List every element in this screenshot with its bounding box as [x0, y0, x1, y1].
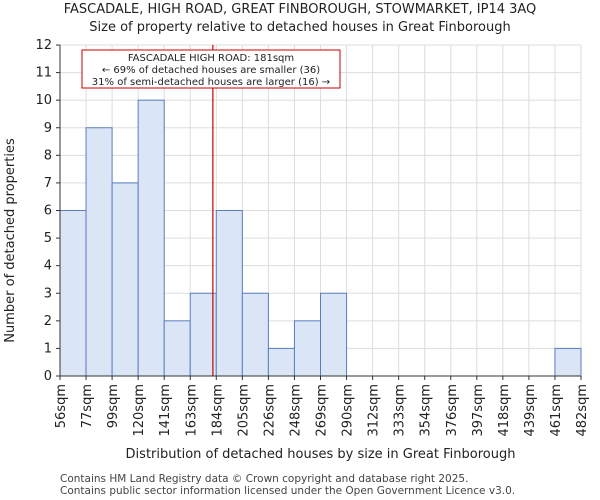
- y-tick-label: 7: [44, 176, 52, 191]
- x-tick-label: 269sqm: [315, 384, 330, 437]
- x-tick-label: 397sqm: [471, 384, 486, 437]
- histogram-bar: [320, 292, 348, 377]
- histogram-bar: [267, 347, 295, 377]
- x-tick-label: 56sqm: [54, 384, 69, 428]
- x-tick-label: 312sqm: [367, 384, 382, 437]
- annotation-box: [81, 49, 341, 89]
- histogram-bar: [293, 320, 322, 377]
- x-tick-label: 205sqm: [236, 384, 251, 437]
- annotation-line: 31% of semi-detached houses are larger (…: [92, 77, 330, 88]
- x-tick-label: 226sqm: [262, 384, 277, 437]
- histogram-bar: [111, 182, 139, 377]
- x-tick-label: 333sqm: [393, 384, 408, 437]
- y-tick-label: 1: [44, 341, 52, 356]
- histogram-bar: [241, 292, 269, 377]
- x-tick-label: 163sqm: [184, 384, 199, 437]
- footer-licence: Contains public sector information licen…: [60, 485, 516, 497]
- x-tick-label: 77sqm: [80, 384, 95, 428]
- y-tick-label: 12: [35, 38, 52, 53]
- x-tick-label: 354sqm: [419, 384, 434, 437]
- y-tick-label: 10: [35, 93, 52, 108]
- histogram-bar: [137, 99, 165, 377]
- footer-copyright: Contains HM Land Registry data © Crown c…: [60, 473, 469, 485]
- histogram-bar: [59, 210, 87, 377]
- y-tick-label: 9: [44, 121, 52, 136]
- histogram-bar: [189, 292, 217, 377]
- annotation-line: FASCADALE HIGH ROAD: 181sqm: [128, 53, 294, 64]
- x-tick-label: 141sqm: [158, 384, 173, 437]
- histogram-bar: [163, 320, 191, 377]
- histogram-bar: [215, 210, 243, 377]
- x-tick-label: 439sqm: [523, 384, 538, 437]
- histogram-bar: [85, 127, 113, 377]
- chart-title: FASCADALE, HIGH ROAD, GREAT FINBOROUGH, …: [63, 2, 537, 17]
- x-axis-title: Distribution of detached houses by size …: [126, 447, 516, 462]
- x-tick-label: 120sqm: [132, 384, 147, 437]
- y-tick-label: 11: [35, 66, 52, 81]
- x-tick-label: 290sqm: [341, 384, 356, 437]
- y-tick-label: 2: [44, 314, 52, 329]
- x-tick-label: 376sqm: [445, 384, 460, 437]
- y-tick-label: 6: [44, 204, 52, 219]
- x-tick-label: 99sqm: [106, 384, 121, 428]
- x-tick-label: 248sqm: [288, 384, 303, 437]
- y-axis-title: Number of detached properties: [3, 138, 18, 343]
- chart-subtitle: Size of property relative to detached ho…: [89, 20, 511, 35]
- y-tick-label: 8: [44, 148, 52, 163]
- histogram-bar: [554, 347, 582, 377]
- y-tick-label: 4: [44, 259, 52, 274]
- y-tick-label: 3: [44, 286, 52, 301]
- y-tick-label: 5: [44, 231, 52, 246]
- x-tick-label: 482sqm: [575, 384, 590, 437]
- y-tick-label: 0: [44, 369, 52, 384]
- x-tick-label: 461sqm: [549, 384, 564, 437]
- x-tick-label: 184sqm: [210, 384, 225, 437]
- x-tick-label: 418sqm: [497, 384, 512, 437]
- annotation-line: ← 69% of detached houses are smaller (36…: [102, 65, 320, 76]
